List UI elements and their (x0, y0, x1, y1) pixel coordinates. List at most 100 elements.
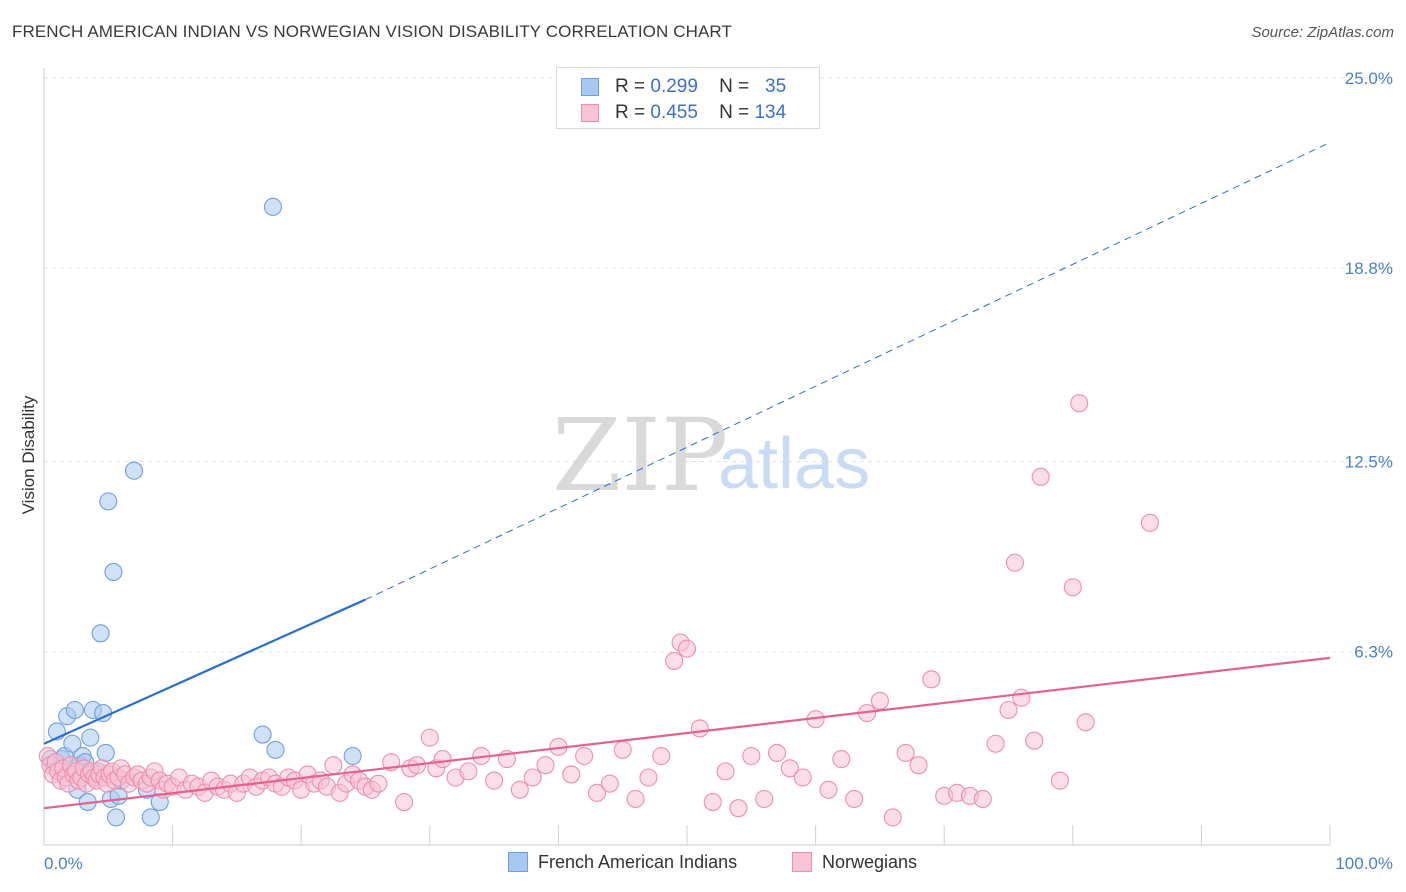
legend-swatch-blue (508, 852, 528, 872)
point-french-american-indians (124, 461, 144, 480)
point-french-american-indians (253, 725, 272, 744)
point-french-american-indians (81, 728, 100, 747)
point-norwegians (1063, 578, 1082, 597)
point-norwegians (729, 799, 748, 818)
point-french-american-indians (266, 740, 285, 759)
point-norwegians (587, 783, 607, 802)
point-norwegians (613, 740, 632, 759)
legend-swatch-pink (792, 852, 812, 872)
y-tick-label: 25.0% (1345, 69, 1393, 88)
correlation-legend: R = 0.299 N = 35 R = 0.455 N = 134 (556, 67, 820, 129)
y-tick-label: 12.5% (1345, 453, 1393, 472)
point-french-american-indians (63, 734, 82, 753)
point-norwegians (703, 792, 722, 812)
point-norwegians (1050, 771, 1069, 790)
point-norwegians (324, 756, 343, 775)
legend-n-value: 134 (754, 102, 787, 123)
point-norwegians (575, 746, 594, 766)
y-tick-labels: 6.3% 12.5% 18.8% 25.0% (1345, 69, 1393, 662)
point-norwegians (832, 750, 851, 769)
point-french-american-indians (99, 492, 118, 511)
point-norwegians (870, 691, 889, 710)
point-norwegians (1031, 467, 1050, 486)
x-tick-label: 0.0% (44, 854, 83, 873)
watermark-atlas: atlas (718, 424, 870, 504)
point-french-american-indians (96, 743, 115, 763)
y-axis-title: Vision Disability (19, 395, 38, 514)
point-norwegians (973, 789, 992, 809)
point-french-american-indians (141, 808, 160, 827)
point-norwegians (536, 756, 555, 775)
point-norwegians (420, 728, 439, 747)
point-norwegians (716, 762, 735, 781)
gridlines (44, 77, 1394, 653)
legend-n-label: N = (719, 76, 750, 97)
point-norwegians (1070, 394, 1089, 413)
legend-r-value: 0.455 (650, 102, 698, 123)
point-french-american-indians (263, 197, 282, 216)
point-norwegians (433, 750, 452, 769)
point-norwegians (883, 808, 902, 827)
point-norwegians (780, 759, 799, 778)
point-french-american-indians (65, 700, 84, 720)
axes (43, 68, 1331, 846)
point-norwegians (896, 743, 915, 763)
point-norwegians (562, 765, 581, 784)
legend-n-label: N = (719, 102, 750, 123)
point-norwegians (665, 651, 684, 670)
point-norwegians (677, 639, 697, 658)
point-norwegians (600, 774, 619, 793)
point-french-american-indians (104, 562, 123, 581)
bottom-legend-label: French American Indians (538, 852, 738, 872)
point-norwegians (1140, 513, 1160, 532)
point-french-american-indians (106, 808, 126, 827)
trend-lines (43, 141, 1331, 810)
point-norwegians (652, 746, 671, 766)
data-points (38, 197, 1160, 827)
point-french-american-indians (91, 624, 110, 643)
legend-r-value: 0.299 (650, 76, 698, 97)
bottom-legend-item-french-american-indians[interactable]: French American Indians (508, 852, 737, 873)
x-tick-label: 100.0% (1335, 854, 1393, 873)
point-norwegians (909, 756, 928, 775)
point-norwegians (369, 774, 388, 793)
point-norwegians (1012, 688, 1031, 707)
legend-n-value: 35 (765, 76, 787, 97)
point-norwegians (755, 789, 774, 809)
point-norwegians (690, 719, 709, 738)
point-norwegians (485, 771, 504, 790)
trend-line-norwegians (43, 656, 1331, 810)
point-norwegians (459, 762, 478, 781)
point-norwegians (1025, 731, 1044, 750)
point-norwegians (510, 780, 529, 799)
point-french-american-indians (343, 746, 362, 766)
point-norwegians (922, 670, 941, 689)
y-tick-label: 6.3% (1354, 643, 1393, 662)
watermark-zip: ZIP (552, 397, 728, 514)
legend-swatch-blue (581, 78, 599, 96)
trend-line-extension-french-american-indians (365, 141, 1331, 601)
legend-swatch-pink (581, 104, 599, 122)
trend-line-french-american-indians (43, 598, 366, 745)
bottom-legend-label: Norwegians (822, 852, 918, 872)
point-norwegians (1076, 713, 1095, 732)
y-tick-label: 18.8% (1345, 259, 1393, 278)
point-norwegians (742, 746, 761, 766)
point-norwegians (986, 734, 1005, 753)
x-tick-labels: 0.0% 100.0% (44, 854, 1393, 873)
point-norwegians (767, 743, 787, 763)
chart-title: FRENCH AMERICAN INDIAN VS NORWEGIAN VISI… (12, 22, 732, 41)
point-norwegians (639, 768, 658, 787)
point-norwegians (999, 700, 1018, 720)
legend-r-label: R = (615, 76, 646, 97)
point-norwegians (845, 789, 864, 809)
point-norwegians (523, 768, 542, 787)
legend-r-label: R = (615, 102, 646, 123)
point-norwegians (626, 789, 645, 809)
source-label: Source: ZipAtlas.com (1251, 24, 1394, 41)
point-norwegians (819, 780, 838, 799)
point-norwegians (395, 792, 414, 812)
bottom-legend-item-norwegians[interactable]: Norwegians (792, 852, 917, 873)
point-norwegians (1005, 553, 1024, 572)
